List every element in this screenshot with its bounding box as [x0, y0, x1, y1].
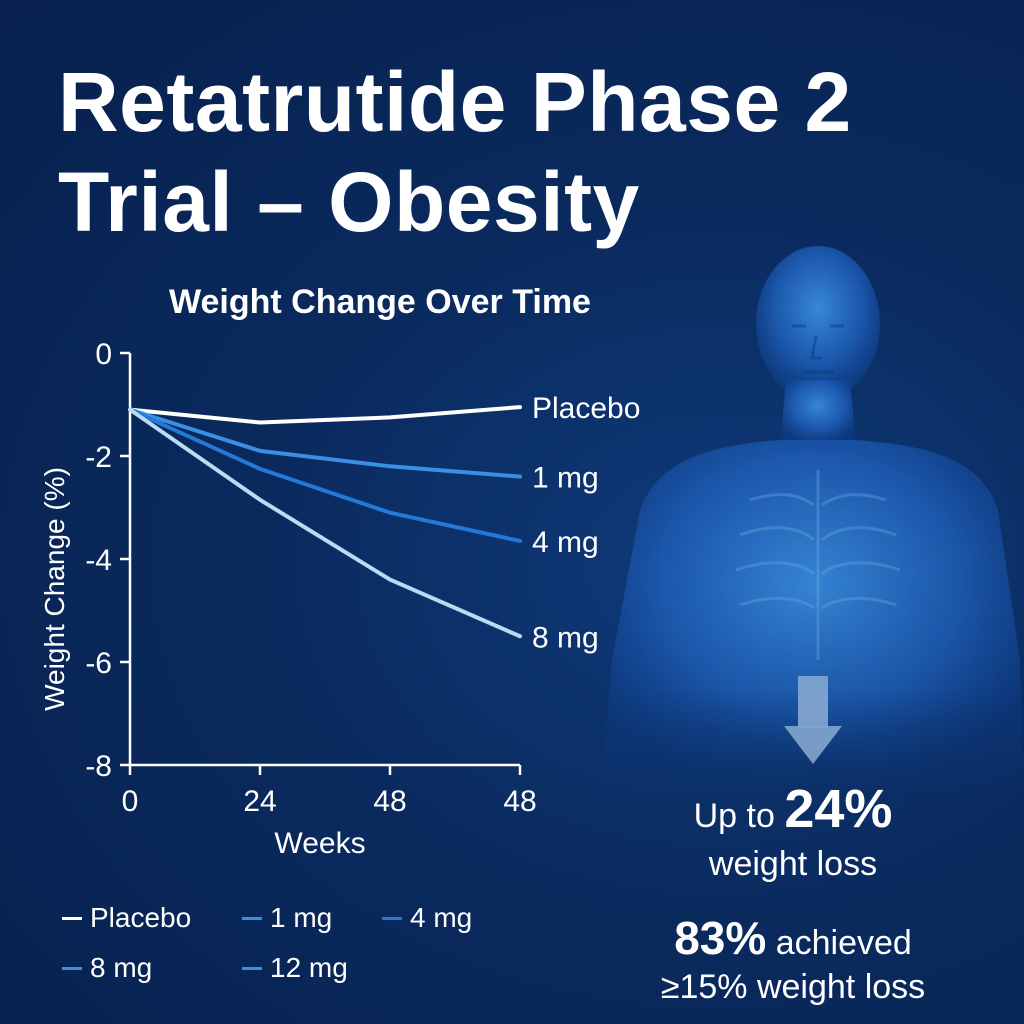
- series-line-8-mg: [128, 407, 522, 639]
- legend-swatch: [242, 916, 262, 920]
- title-line-2: Trial – Obesity: [58, 155, 640, 249]
- stat2-value: 83%: [674, 912, 767, 964]
- y-tick-label: -2: [85, 441, 112, 474]
- chart-legend: Placebo 1 mg 4 mg 8 mg 12 mg: [62, 898, 582, 998]
- stat2-mid: achieved: [766, 924, 912, 962]
- legend-label: Placebo: [90, 902, 192, 933]
- series-end-label: 8 mg: [532, 621, 599, 654]
- legend-item: 12 mg: [242, 948, 348, 988]
- x-tick-label: 24: [243, 785, 276, 818]
- legend-label: 4 mg: [410, 902, 473, 933]
- legend-item: 1 mg: [242, 898, 332, 938]
- y-tick-label: 0: [95, 338, 112, 371]
- x-tick-label: 48: [373, 785, 406, 818]
- legend-item: 4 mg: [382, 898, 472, 938]
- y-tick-label: -4: [85, 544, 112, 577]
- series-end-label: Placebo: [532, 392, 640, 425]
- human-torso-icon: [600, 246, 1024, 800]
- legend-swatch: [62, 966, 82, 970]
- series-line-1-mg: [128, 407, 522, 479]
- stat-max-weight-loss: Up to 24% weight loss: [620, 782, 966, 887]
- series-end-label: 1 mg: [532, 462, 599, 495]
- arrow-down-icon: [784, 676, 842, 764]
- legend-item: 8 mg: [62, 948, 152, 988]
- x-tick-label: 0: [122, 785, 139, 818]
- y-axis-label: Weight Change (%): [39, 467, 70, 711]
- stat-achievement: 83% achieved ≥15% weight loss: [610, 915, 976, 1009]
- legend-swatch: [62, 916, 82, 920]
- legend-label: 8 mg: [90, 952, 153, 983]
- stat1-suffix: weight loss: [708, 845, 878, 883]
- x-tick-label: 48: [503, 785, 536, 818]
- stat1-value: 24%: [784, 779, 893, 839]
- legend-item: Placebo: [62, 898, 191, 938]
- y-tick-label: -8: [85, 750, 112, 783]
- y-tick-label: -6: [85, 647, 112, 680]
- legend-swatch: [382, 916, 402, 920]
- stat2-suffix: ≥15% weight loss: [660, 968, 926, 1006]
- page-title: Retatrutide Phase 2 Trial – Obesity: [58, 52, 978, 252]
- legend-swatch: [242, 966, 262, 970]
- title-line-1: Retatrutide Phase 2: [58, 55, 852, 149]
- legend-label: 1 mg: [270, 902, 333, 933]
- legend-label: 12 mg: [270, 952, 348, 983]
- series-end-label: 4 mg: [532, 526, 599, 559]
- series-line-placebo: [128, 405, 522, 425]
- stat1-prefix: Up to: [693, 797, 785, 835]
- chart-title: Weight Change Over Time: [169, 283, 591, 321]
- x-axis-label: Weeks: [274, 827, 365, 860]
- series-line-4-mg: [128, 407, 522, 543]
